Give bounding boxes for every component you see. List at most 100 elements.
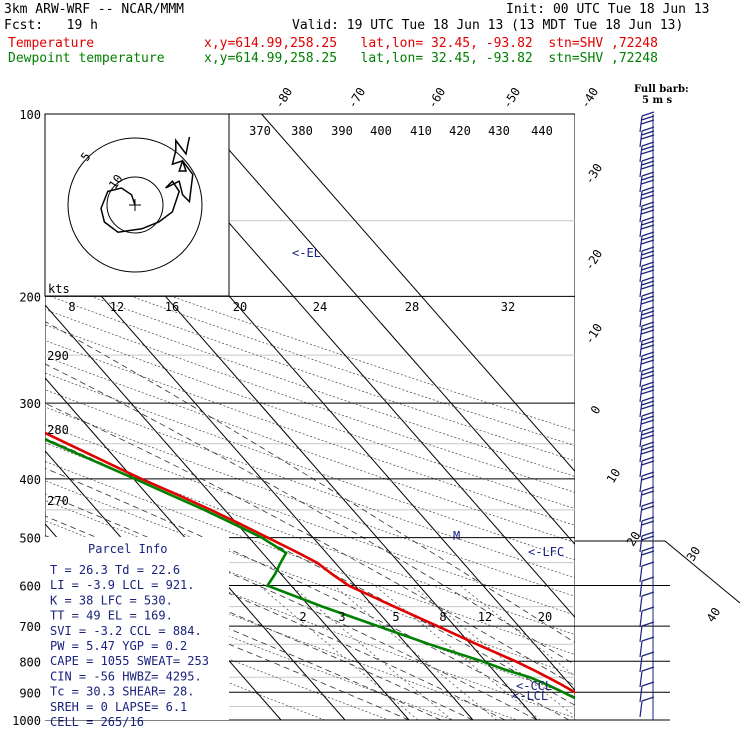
hodograph-units: kts <box>48 282 70 296</box>
wind-barb <box>639 546 655 568</box>
wind-barb <box>639 606 655 628</box>
mixing-ratio-label-20: 20 <box>538 610 552 624</box>
speed-tick-16: 16 <box>165 300 179 314</box>
dewpoint-legend-label: Dewpoint temperature <box>8 51 165 66</box>
isotherm-label--60: -60 <box>425 85 448 111</box>
speed-tick-28: 28 <box>405 300 419 314</box>
parcel-row-3: TT = 49 EL = 169. <box>50 609 173 623</box>
hodograph-ring-label-inner: 10 <box>106 172 126 192</box>
dry-adiabat-410 <box>45 309 575 493</box>
pressure-label-1000: 1000 <box>12 714 41 728</box>
moist-adiabat-25 <box>45 402 575 687</box>
dry-adiabat-340 <box>45 424 575 616</box>
wind-barb <box>639 381 655 403</box>
wind-barb <box>639 111 655 133</box>
mixing-ratio-3 <box>291 585 453 720</box>
wind-barb <box>639 126 655 148</box>
dry-adiabat-390 <box>45 340 575 526</box>
mixing-ratio-label-2: 2 <box>299 610 306 624</box>
isotherm-40 <box>197 114 575 546</box>
temperature-legend-label: Temperature <box>8 36 95 51</box>
barb-key-line2: 5 m s <box>642 95 673 106</box>
parcel-row-7: CIN = -56 HWBZ= 4295. <box>50 669 202 683</box>
wind-barb <box>639 621 655 643</box>
dry-adiabat-380 <box>45 356 575 543</box>
parcel-row-4: SVI = -3.2 CCL = 884. <box>50 624 202 638</box>
theta-label-390: 390 <box>331 124 353 138</box>
wind-barb <box>639 141 655 163</box>
isotherm-label-20: 20 <box>624 529 644 549</box>
dry-adiabat-label-290: 290 <box>47 349 69 363</box>
isotherm-label-30: 30 <box>684 544 704 564</box>
isotherm-label--50: -50 <box>500 85 523 111</box>
dewpoint-location-info: x,y=614.99,258.25 lat,lon= 32.45, -93.82… <box>204 51 658 66</box>
pressure-label-900: 900 <box>19 686 41 700</box>
dry-adiabat-280 <box>45 541 518 720</box>
pressure-label-300: 300 <box>19 397 41 411</box>
dry-adiabat-400 <box>45 324 575 510</box>
isotherm-label--30: -30 <box>582 161 605 187</box>
extension-boundary <box>575 540 740 604</box>
parcel-row-10: CELL = 265/16 <box>50 715 144 729</box>
isotherm--20 <box>45 377 346 720</box>
pressure-label-800: 800 <box>19 655 41 669</box>
isotherm-label-0: 0 <box>588 403 604 417</box>
wind-barb <box>639 681 655 703</box>
theta-label-370: 370 <box>249 124 271 138</box>
dry-adiabat-360 <box>45 389 575 579</box>
dry-adiabat-label-270: 270 <box>47 494 69 508</box>
theta-label-420: 420 <box>449 124 471 138</box>
mixing-ratio-label-3: 3 <box>338 610 345 624</box>
isotherm-label-40: 40 <box>704 605 724 625</box>
pressure-label-600: 600 <box>19 580 41 594</box>
isotherm-label--80: -80 <box>272 85 295 111</box>
lcl-marker: <-LCL <box>512 689 548 703</box>
wind-barb <box>639 666 655 688</box>
wind-barb <box>639 501 655 523</box>
wind-barb <box>639 561 655 583</box>
pressure-label-100: 100 <box>19 108 41 122</box>
isotherm-label--10: -10 <box>582 321 605 347</box>
lfc-marker: <-LFC <box>528 545 564 559</box>
parcel-title: Parcel Info <box>88 542 167 556</box>
wind-barb <box>639 696 655 718</box>
wind-barb <box>639 426 655 448</box>
wind-barb <box>639 156 655 178</box>
temperature-trace <box>45 431 575 695</box>
wind-barb <box>639 576 655 598</box>
barb-key-line1: Full barb: <box>634 84 689 95</box>
parcel-box <box>45 537 229 720</box>
isotherm-label-10: 10 <box>604 466 624 486</box>
pressure-label-400: 400 <box>19 473 41 487</box>
mixing-ratio-label-12: 12 <box>478 610 492 624</box>
temperature-location-info: x,y=614.99,258.25 lat,lon= 32.45, -93.82… <box>204 36 658 51</box>
isotherm-0 <box>45 231 474 720</box>
ccl-marker: <-CCL <box>516 679 552 693</box>
wind-barb <box>639 351 655 373</box>
wind-barb <box>639 336 655 358</box>
wind-barb <box>639 216 655 238</box>
wind-barb <box>639 411 655 433</box>
dewpoint-trace <box>45 437 575 700</box>
wind-barb <box>639 231 655 253</box>
speed-tick-12: 12 <box>110 300 124 314</box>
forecast-hour: Fcst: 19 h <box>4 18 98 33</box>
wind-barb <box>639 636 655 658</box>
moist-adiabat-30 <box>45 363 575 666</box>
wind-barb <box>639 591 655 613</box>
isotherm-label--70: -70 <box>345 85 368 111</box>
model-title: 3km ARW-WRF -- NCAR/MMM <box>4 2 185 17</box>
wind-barb <box>639 366 655 388</box>
wind-barb <box>639 456 655 478</box>
wind-barb <box>639 201 655 223</box>
hodograph-ring-outer <box>67 137 203 273</box>
wind-barb <box>639 531 655 553</box>
wind-barb <box>639 396 655 418</box>
isotherm--10 <box>45 304 410 720</box>
pressure-label-500: 500 <box>19 532 41 546</box>
wind-barb <box>639 261 655 283</box>
wind-barb <box>639 471 655 493</box>
parcel-row-5: PW = 5.47 YGP = 0.2 <box>50 639 187 653</box>
parcel-row-1: LI = -3.9 LCL = 921. <box>50 578 195 592</box>
